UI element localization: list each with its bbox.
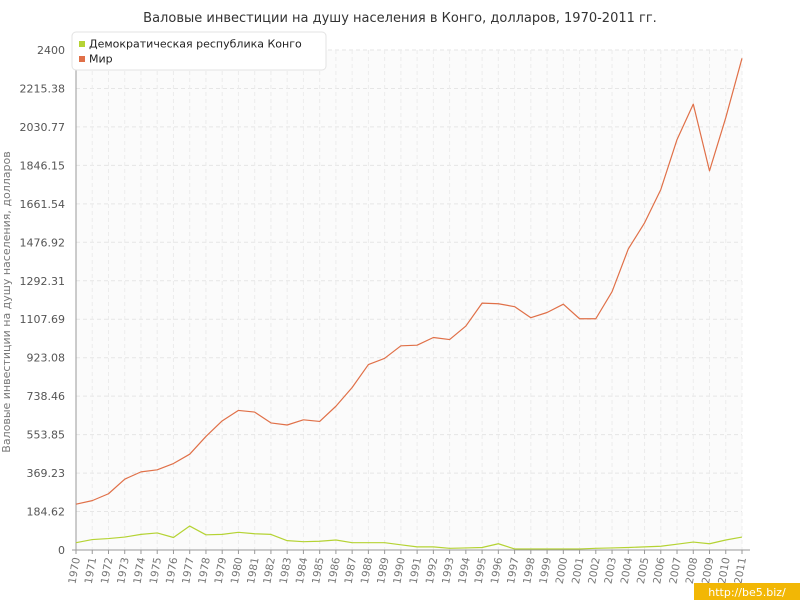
x-tick-label: 1999 [538, 556, 554, 584]
legend: Демократическая республика Конго Мир [71, 31, 327, 71]
watermark-text: http://be5.biz/ [708, 586, 786, 599]
x-tick-label: 1985 [310, 556, 326, 584]
x-tick-label: 2008 [684, 556, 700, 584]
y-tick-label: 738.46 [27, 390, 66, 403]
plot-area [76, 50, 742, 550]
x-tick-label: 1995 [473, 556, 489, 584]
grid-lines [75, 49, 743, 550]
x-tick-label: 1977 [180, 556, 196, 584]
y-tick-labels: 0 184.62 369.23 553.85 738.46 923.08 1107.69 12… [20, 44, 66, 557]
x-tick-label: 2003 [603, 556, 619, 584]
x-tick-label: 1998 [521, 556, 537, 584]
x-tick-label: 1979 [213, 556, 229, 584]
watermark-background [694, 583, 800, 600]
x-tick-label: 2010 [716, 556, 732, 584]
series-line-world [75, 58, 743, 505]
legend-swatch-congo [79, 41, 85, 47]
x-tick-label: 2002 [586, 556, 602, 584]
x-tick-label: 1972 [99, 556, 115, 584]
y-tick-label: 369.23 [27, 467, 66, 480]
legend-swatch-world [79, 56, 85, 62]
y-tick-label: 553.85 [27, 429, 66, 442]
y-tick-label: 1292.31 [20, 275, 66, 288]
x-tick-label: 1983 [278, 556, 294, 584]
x-tick-label: 2007 [668, 556, 684, 584]
x-tick-label: 2005 [635, 556, 651, 584]
x-tick-label: 1986 [326, 556, 343, 585]
y-tick-label: 2400 [37, 44, 65, 57]
x-tick-label: 1980 [229, 556, 245, 584]
legend-label-world: Мир [89, 53, 113, 66]
y-tick-label: 1107.69 [20, 313, 66, 326]
x-tick-label: 1988 [359, 556, 375, 584]
y-tick-label: 1846.15 [20, 159, 66, 172]
watermark: http://be5.biz/ [694, 583, 800, 600]
x-tick-label: 2011 [732, 556, 748, 584]
y-tick-label: 2215.38 [20, 82, 66, 95]
x-tick-label: 2009 [700, 556, 716, 584]
series-line-congo [75, 525, 743, 550]
y-tick-label: 2030.77 [20, 121, 66, 134]
series-lines [75, 58, 743, 550]
x-tick-label: 1982 [261, 556, 277, 584]
x-tick-label: 1996 [489, 556, 506, 585]
x-tick-label: 1974 [131, 556, 148, 585]
x-tick-label: 1992 [424, 556, 440, 584]
x-tick-label: 1976 [164, 556, 181, 585]
x-tick-label: 1978 [196, 556, 212, 584]
y-tick-label: 923.08 [27, 352, 66, 365]
y-tick-label: 184.62 [27, 506, 66, 519]
x-tick-label: 1993 [440, 556, 456, 584]
legend-label-congo: Демократическая республика Конго [89, 38, 302, 51]
x-tick-label: 2001 [570, 556, 586, 584]
x-tick-label: 1990 [391, 556, 407, 584]
chart-title: Валовые инвестиции на душу населения в К… [143, 11, 657, 26]
y-axis-label: Валовые инвестиции на душу населения, до… [0, 151, 13, 452]
x-tick-label: 1997 [505, 556, 521, 584]
x-tick-labels: 1970 1971 1972 1973 1974 1975 1976 1977 1978 1979… [66, 556, 748, 585]
x-tick-label: 1989 [375, 556, 391, 584]
y-tick-label: 1661.54 [20, 198, 66, 211]
x-tick-label: 1971 [83, 556, 99, 584]
x-tick-label: 1994 [456, 556, 473, 585]
y-tick-label: 1476.92 [20, 236, 66, 249]
x-tick-label: 1970 [66, 556, 82, 584]
legend-box [71, 31, 327, 71]
x-tick-label: 1987 [343, 556, 359, 584]
x-tick-label: 1984 [294, 556, 311, 585]
x-tick-label: 2006 [651, 556, 668, 585]
x-tick-label: 1981 [245, 556, 261, 584]
x-tick-label: 2004 [619, 556, 636, 585]
x-tick-label: 1973 [115, 556, 131, 584]
x-tick-label: 1991 [408, 556, 424, 584]
x-tick-label: 1975 [148, 556, 164, 584]
axes [72, 44, 750, 554]
x-tick-label: 2000 [554, 556, 570, 584]
y-tick-label: 0 [58, 544, 65, 557]
